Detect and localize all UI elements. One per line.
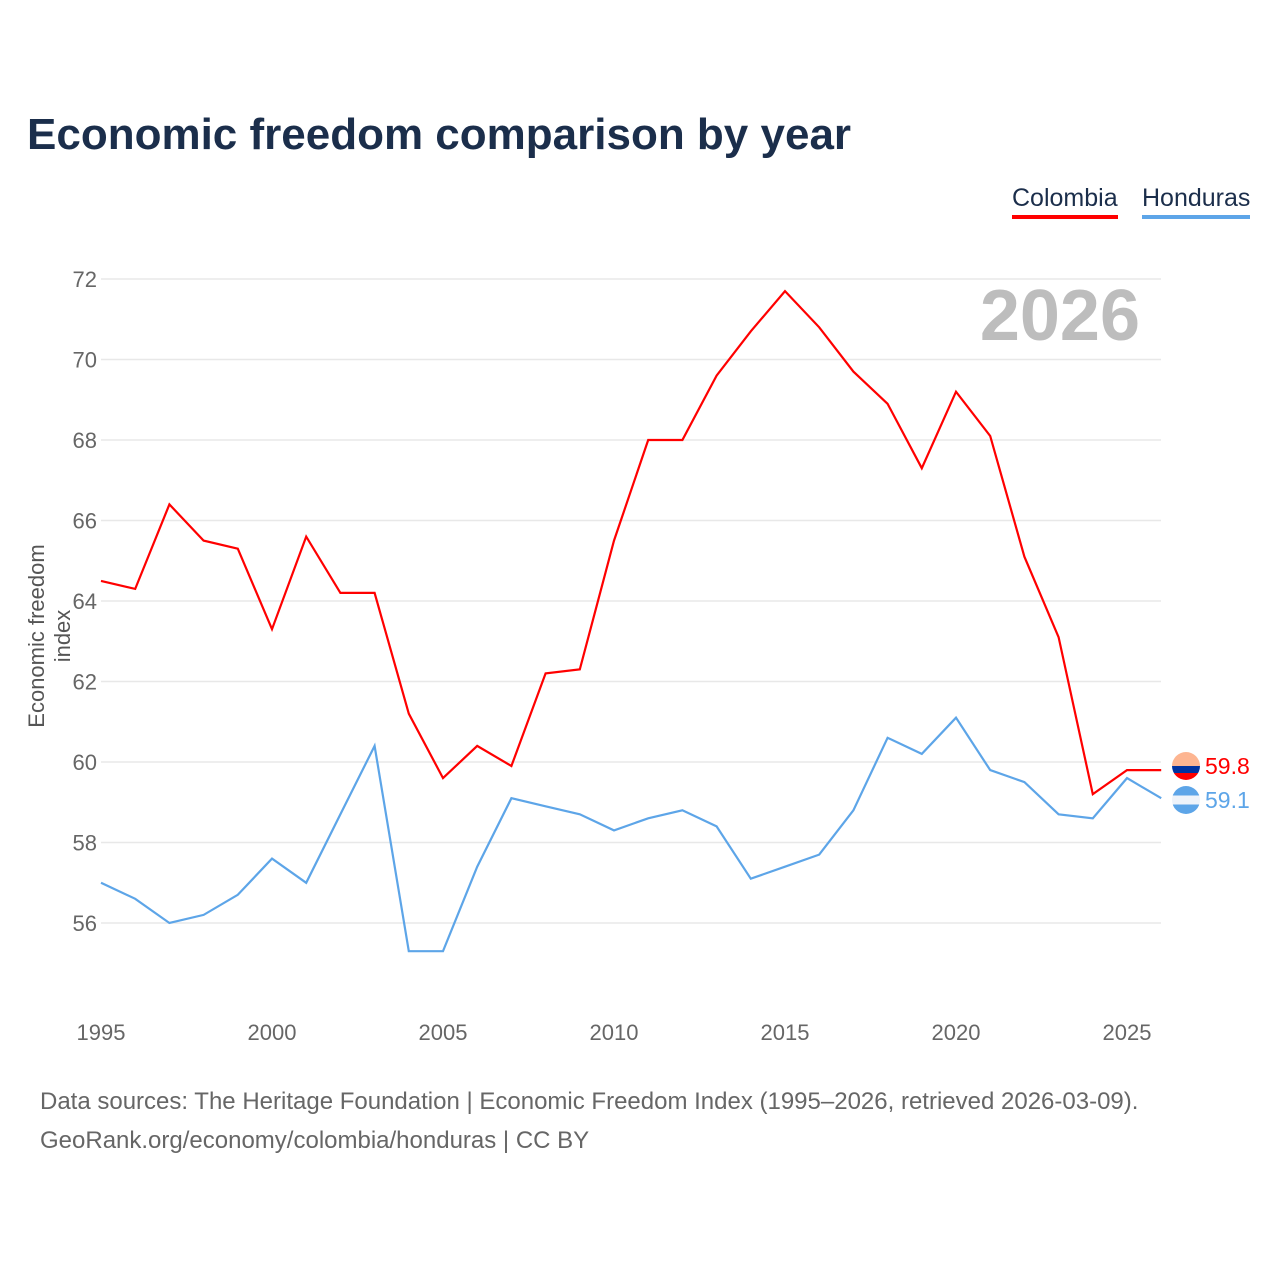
x-tick-label: 2000 bbox=[248, 1020, 297, 1045]
chart-title: Economic freedom comparison by year bbox=[27, 110, 852, 159]
flag-honduras-icon bbox=[1172, 786, 1200, 814]
x-tick-label: 2020 bbox=[932, 1020, 981, 1045]
year-watermark: 2026 bbox=[980, 276, 1140, 356]
x-tick-label: 2010 bbox=[590, 1020, 639, 1045]
y-tick-label: 60 bbox=[73, 750, 97, 775]
end-value-label: 59.8 bbox=[1205, 753, 1250, 779]
flag-colombia-icon bbox=[1172, 752, 1200, 780]
y-tick-label: 70 bbox=[73, 348, 97, 373]
y-tick-label: 62 bbox=[73, 670, 97, 695]
end-value-label: 59.1 bbox=[1205, 787, 1250, 813]
x-tick-label: 2005 bbox=[419, 1020, 468, 1045]
legend-colombia[interactable]: Colombia bbox=[1012, 184, 1118, 219]
y-tick-label: 72 bbox=[73, 267, 97, 292]
series-line-colombia bbox=[100, 289, 1162, 797]
footer-sources: Data sources: The Heritage Foundation | … bbox=[40, 1088, 1139, 1115]
y-tick-label: 68 bbox=[73, 428, 97, 453]
y-tick-label: 56 bbox=[73, 911, 97, 936]
x-tick-label: 2025 bbox=[1103, 1020, 1152, 1045]
x-tick-label: 1995 bbox=[77, 1020, 126, 1045]
y-tick-label: 66 bbox=[73, 509, 97, 534]
x-tick-label: 2015 bbox=[761, 1020, 810, 1045]
y-tick-label: 58 bbox=[73, 831, 97, 856]
y-tick-label: 64 bbox=[73, 589, 97, 614]
series-line-honduras bbox=[100, 715, 1162, 953]
legend-honduras[interactable]: Honduras bbox=[1142, 184, 1251, 219]
footer-credit: GeoRank.org/economy/colombia/honduras | … bbox=[40, 1127, 590, 1154]
